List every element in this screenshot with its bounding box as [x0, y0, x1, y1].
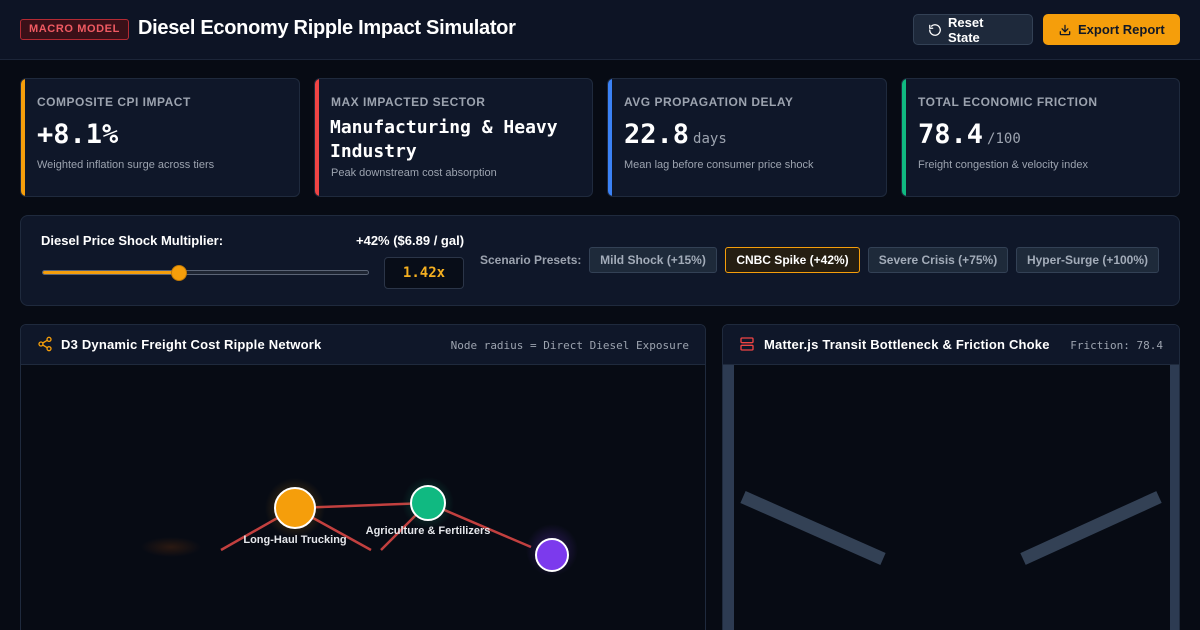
- macro-model-badge: MACRO MODEL: [20, 19, 129, 40]
- shock-slider-thumb[interactable]: [171, 265, 188, 281]
- kpi-card-sector: MAX IMPACTED SECTOR Manufacturing & Heav…: [314, 78, 593, 197]
- preset-severe-crisis-button[interactable]: Severe Crisis (+75%): [868, 247, 1008, 273]
- kpi-subtext: Weighted inflation surge across tiers: [37, 159, 215, 171]
- transit-bottleneck-panel: Matter.js Transit Bottleneck & Friction …: [722, 324, 1180, 630]
- reset-state-button[interactable]: Reset State: [913, 14, 1033, 45]
- node-label-long-haul-trucking: Long-Haul Trucking: [243, 534, 346, 546]
- kpi-accent-bar: [21, 79, 25, 196]
- kpi-number: 78.4: [918, 119, 984, 150]
- kpi-subtext: Mean lag before consumer price shock: [624, 159, 814, 171]
- transit-bottleneck-title: Matter.js Transit Bottleneck & Friction …: [764, 337, 1050, 352]
- kpi-label: MAX IMPACTED SECTOR: [331, 95, 486, 109]
- server-stack-icon: [740, 337, 754, 351]
- scenario-presets-label: Scenario Presets:: [480, 253, 582, 267]
- export-report-button[interactable]: Export Report: [1043, 14, 1180, 45]
- kpi-label: AVG PROPAGATION DELAY: [624, 95, 794, 109]
- preset-mild-shock-button[interactable]: Mild Shock (+15%): [589, 247, 717, 273]
- kpi-unit: /100: [987, 131, 1021, 147]
- kpi-number: +8.1%: [37, 119, 119, 150]
- right-funnel-ramp: [1020, 491, 1162, 565]
- kpi-value: 78.4/100: [918, 119, 1021, 150]
- reset-state-label: Reset State: [948, 14, 984, 45]
- shock-multiplier-label: Diesel Price Shock Multiplier:: [41, 233, 224, 248]
- multiplier-readout: 1.42x: [384, 257, 464, 289]
- kpi-label: COMPOSITE CPI IMPACT: [37, 95, 191, 109]
- ripple-network-canvas[interactable]: Long-Haul Trucking Agriculture & Fertili…: [21, 365, 706, 630]
- kpi-subtext: Freight congestion & velocity index: [918, 159, 1088, 171]
- download-icon: [1059, 24, 1071, 35]
- node-label-agriculture-fertilizers: Agriculture & Fertilizers: [366, 525, 491, 537]
- kpi-accent-bar: [315, 79, 319, 196]
- kpi-label: TOTAL ECONOMIC FRICTION: [918, 95, 1098, 109]
- network-node-purple[interactable]: [535, 538, 569, 572]
- network-node-glow: [141, 537, 201, 557]
- shock-value-text: +42% ($6.89 / gal): [356, 233, 465, 248]
- network-node-agriculture-fertilizers[interactable]: [410, 485, 446, 521]
- bottleneck-physics-canvas[interactable]: [723, 365, 1180, 630]
- transit-bottleneck-header: Matter.js Transit Bottleneck & Friction …: [723, 325, 1179, 365]
- kpi-value: +8.1%: [37, 119, 118, 150]
- kpi-value: 22.8 days: [624, 119, 727, 150]
- ripple-network-header: D3 Dynamic Freight Cost Ripple Network N…: [21, 325, 705, 365]
- network-node-long-haul-trucking[interactable]: [274, 487, 316, 529]
- kpi-number: 22.8: [624, 119, 690, 150]
- kpi-accent-bar: [902, 79, 906, 196]
- ripple-network-note: Node radius = Direct Diesel Exposure: [450, 339, 689, 352]
- preset-hyper-surge-button[interactable]: Hyper-Surge (+100%): [1016, 247, 1159, 273]
- page-title: Diesel Economy Ripple Impact Simulator: [138, 17, 516, 39]
- refresh-icon: [929, 23, 941, 36]
- kpi-card-delay: AVG PROPAGATION DELAY 22.8 days Mean lag …: [607, 78, 887, 197]
- kpi-accent-bar: [608, 79, 612, 196]
- ripple-network-title: D3 Dynamic Freight Cost Ripple Network: [61, 337, 322, 352]
- ripple-network-panel: D3 Dynamic Freight Cost Ripple Network N…: [20, 324, 706, 630]
- kpi-card-friction: TOTAL ECONOMIC FRICTION 78.4/100 Freight…: [901, 78, 1180, 197]
- kpi-card-cpi: COMPOSITE CPI IMPACT +8.1% Weighted infl…: [20, 78, 300, 197]
- kpi-unit: days: [693, 131, 727, 147]
- export-report-label: Export Report: [1078, 22, 1165, 37]
- app-header: MACRO MODEL Diesel Economy Ripple Impact…: [0, 0, 1200, 60]
- kpi-value: Manufacturing & Heavy Industry: [330, 117, 558, 162]
- share-nodes-icon: [38, 336, 52, 352]
- left-funnel-ramp: [740, 491, 886, 565]
- shock-control-panel: Diesel Price Shock Multiplier: +42% ($6.…: [20, 215, 1180, 306]
- right-wall: [1170, 365, 1179, 630]
- kpi-subtext: Peak downstream cost absorption: [331, 167, 497, 179]
- friction-readout: Friction: 78.4: [1070, 339, 1163, 352]
- shock-slider-fill: [43, 271, 180, 274]
- preset-cnbc-spike-button[interactable]: CNBC Spike (+42%): [725, 247, 860, 273]
- left-wall: [723, 365, 734, 630]
- shock-slider-track[interactable]: [42, 270, 369, 275]
